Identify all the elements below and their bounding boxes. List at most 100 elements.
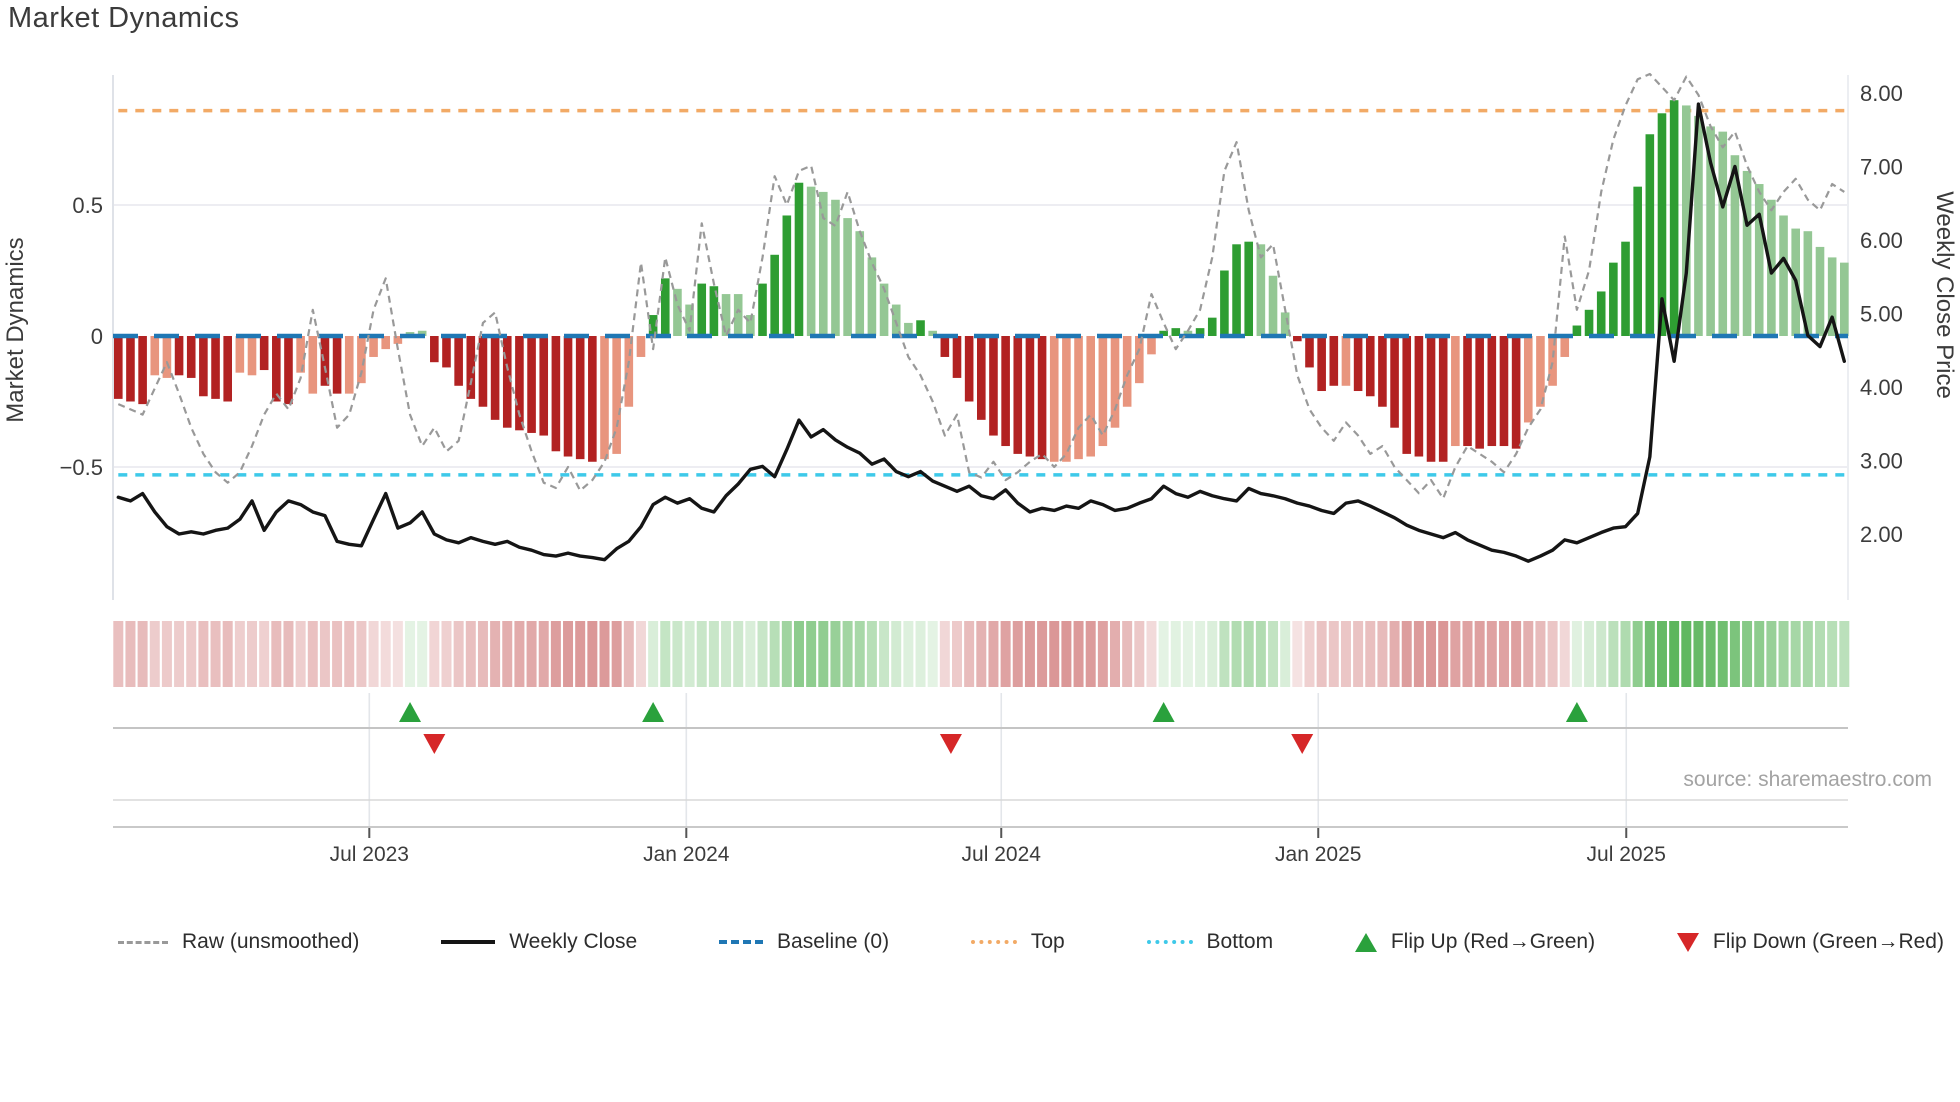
bar: [1730, 155, 1740, 336]
heatmap-cell: [1340, 621, 1351, 687]
bar: [539, 336, 549, 436]
heatmap-cell: [1729, 621, 1740, 687]
bar: [442, 336, 451, 368]
heatmap-cell: [417, 621, 428, 687]
heatmap-cell: [1656, 621, 1667, 687]
bar: [1256, 244, 1266, 336]
heatmap-cell: [1304, 621, 1315, 687]
heatmap-cell: [587, 621, 598, 687]
heatmap-cell: [623, 621, 634, 687]
heatmap-cell: [1073, 621, 1084, 687]
page-title: Market Dynamics: [8, 2, 240, 34]
heatmap-cell: [502, 621, 513, 687]
bar: [904, 322, 913, 336]
bar: [1523, 336, 1533, 423]
bar: [357, 336, 366, 384]
bar: [1171, 328, 1181, 336]
heatmap-cell: [1693, 621, 1704, 687]
legend-label-weekly-close: Weekly Close: [509, 930, 638, 953]
bar: [977, 336, 986, 420]
right-axis-label: Weekly Close Price: [1931, 191, 1958, 399]
heatmap-cell: [1450, 621, 1461, 687]
left-axis-label: Market Dynamics: [2, 237, 29, 423]
heatmap-cell: [1790, 621, 1801, 687]
legend-label-raw: Raw (unsmoothed): [182, 930, 360, 953]
heatmap-cell: [1328, 621, 1339, 687]
bar: [1609, 262, 1618, 336]
legend-marker-top: [970, 940, 1017, 944]
bar: [211, 336, 220, 399]
heatmap-cell: [477, 621, 488, 687]
heatmap-cell: [113, 621, 124, 687]
bar: [855, 231, 865, 336]
bar: [308, 336, 318, 394]
bar: [247, 336, 257, 376]
legend-marker-weekly-close: [441, 940, 496, 944]
heatmap-cell: [1474, 621, 1485, 687]
legend-label-baseline: Baseline (0): [777, 930, 890, 953]
heatmap-cell: [1669, 621, 1680, 687]
right-y-tick-label: 7.00: [1860, 155, 1903, 180]
heatmap-cell: [405, 621, 416, 687]
heatmap-cell: [1401, 621, 1412, 687]
bar: [1706, 126, 1715, 337]
heatmap-cell: [1292, 621, 1303, 687]
bar: [1341, 336, 1351, 386]
heatmap-cell: [1061, 621, 1072, 687]
heatmap-cell: [1413, 621, 1424, 687]
heatmap-cell: [1644, 621, 1655, 687]
bar: [1037, 336, 1047, 460]
legend-item-baseline: Baseline (0): [719, 930, 889, 954]
x-tick-label: Jan 2025: [1275, 843, 1361, 866]
bar: [223, 336, 232, 402]
x-tick-label: Jul 2025: [1587, 843, 1666, 866]
heatmap-cell: [660, 621, 671, 687]
heatmap-cell: [648, 621, 659, 687]
heatmap-cell: [842, 621, 853, 687]
left-y-tick-label: −0.5: [60, 455, 103, 480]
heatmap-cell: [307, 621, 318, 687]
bar: [430, 336, 439, 363]
heatmap-cell: [210, 621, 221, 687]
bar: [344, 336, 354, 394]
heatmap-cell: [1547, 621, 1558, 687]
bar: [1220, 270, 1229, 336]
bar: [843, 218, 852, 336]
bar: [1086, 336, 1095, 457]
heatmap-cell: [1535, 621, 1546, 687]
legend-label-flip-down: Flip Down (Green→Red): [1712, 930, 1944, 953]
bar: [126, 336, 135, 402]
heatmap-cell: [988, 621, 999, 687]
heatmap-cell: [1353, 621, 1364, 687]
bar: [478, 336, 488, 407]
bar: [1402, 336, 1412, 454]
heatmap-cell: [1037, 621, 1048, 687]
bar: [794, 182, 804, 336]
bar: [636, 336, 646, 357]
heatmap-cell: [125, 621, 136, 687]
bar: [1803, 231, 1813, 336]
bar: [1426, 336, 1436, 462]
bar: [1195, 328, 1205, 336]
heatmap-cell: [708, 621, 719, 687]
heatmap-cell: [295, 621, 306, 687]
bar: [1110, 336, 1120, 428]
heatmap-cell: [1632, 621, 1643, 687]
heatmap-cell: [793, 621, 804, 687]
heatmap-cell: [1559, 621, 1570, 687]
heatmap-cell: [745, 621, 756, 687]
heatmap-cell: [259, 621, 270, 687]
bar: [1840, 262, 1849, 336]
heatmap-cell: [490, 621, 501, 687]
heatmap-cell: [769, 621, 780, 687]
bar: [199, 336, 208, 397]
heatmap-cell: [271, 621, 282, 687]
bar: [1815, 246, 1825, 336]
bar: [1584, 309, 1594, 336]
bar: [381, 336, 391, 350]
heatmap-cell: [344, 621, 355, 687]
heatmap-cell: [1815, 621, 1825, 687]
heatmap-cell: [1584, 621, 1595, 687]
heatmap-cell: [927, 621, 938, 687]
right-y-tick-label: 8.00: [1860, 81, 1903, 106]
